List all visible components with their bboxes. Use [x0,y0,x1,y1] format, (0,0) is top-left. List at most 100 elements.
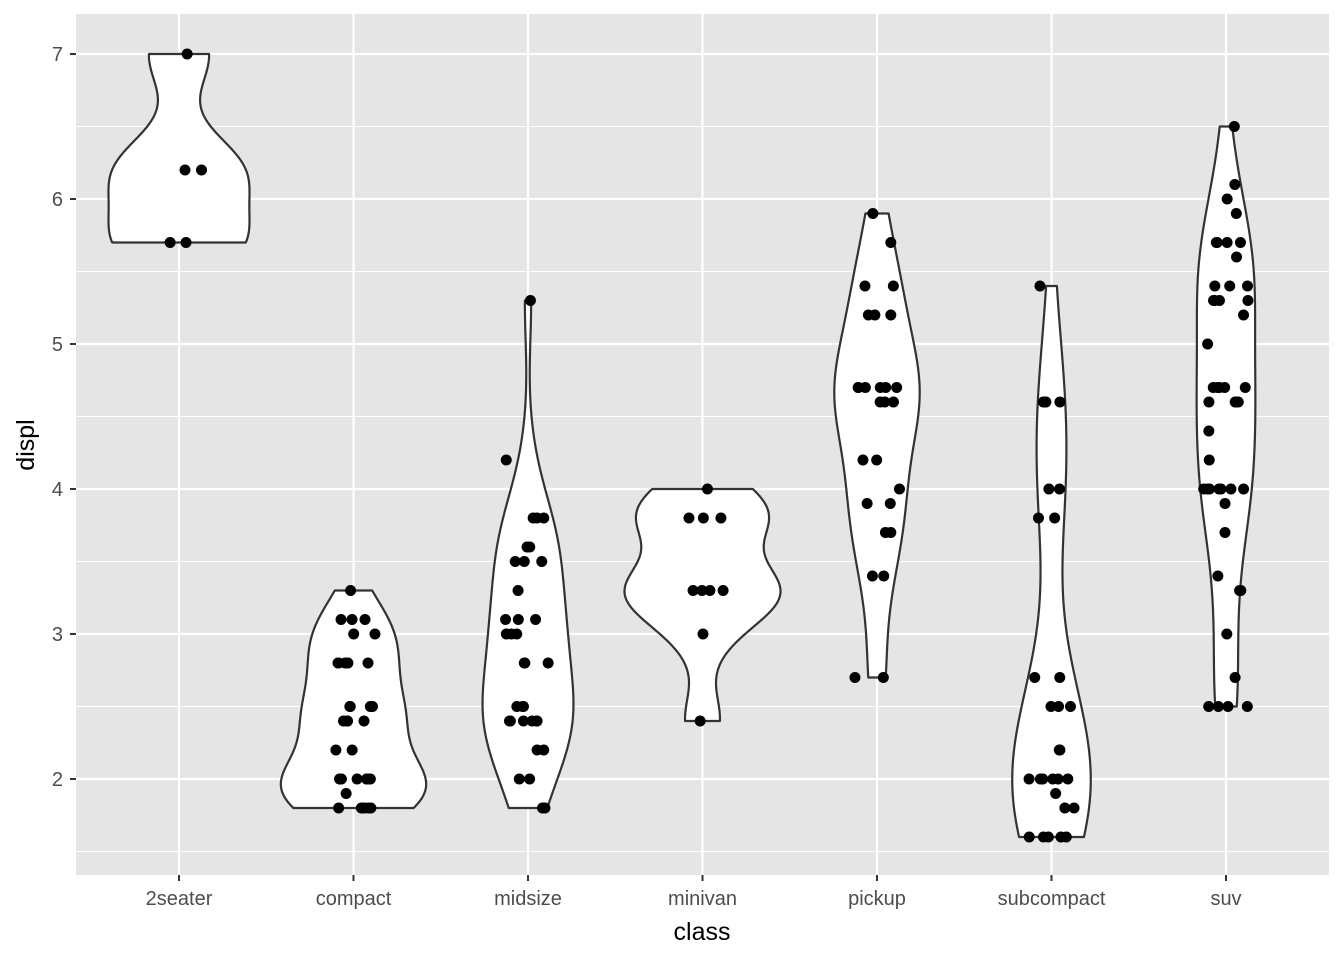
x-tick-label: minivan [668,888,737,910]
data-point-suv [1209,295,1221,306]
data-point-pickup [859,280,871,292]
data-point-subcompact [1043,483,1055,495]
data-point-suv [1238,309,1250,321]
data-point-suv [1202,338,1214,350]
data-point-compact [335,614,347,625]
data-point-subcompact [1052,773,1064,785]
data-point-pickup [893,483,905,495]
violin-2seater [107,52,251,244]
data-point-compact [369,628,381,640]
data-point-midsize [536,802,548,814]
data-point-pickup [877,672,889,683]
data-point-2seater [179,164,191,176]
data-point-suv [1215,483,1227,495]
violin-minivan [623,487,782,723]
data-point-suv [1230,208,1242,219]
data-point-compact [363,773,375,785]
violins-layer [107,52,1257,839]
data-point-pickup [880,382,892,393]
data-point-suv [1222,701,1234,712]
data-point-compact [333,802,345,814]
y-tick-label: 7 [52,44,63,66]
data-point-compact [364,701,376,712]
data-point-suv [1228,121,1240,132]
data-point-subcompact [1040,396,1052,408]
data-point-suv [1241,701,1253,712]
data-point-pickup [879,396,891,408]
data-point-suv [1203,454,1215,466]
data-point-subcompact [1023,773,1035,785]
data-point-suv [1224,280,1236,292]
x-axis-title: class [674,918,731,946]
data-point-pickup [857,454,869,466]
data-point-subcompact [1054,672,1066,683]
data-point-minivan [697,628,709,640]
data-point-compact [362,657,374,669]
x-tick-label: compact [316,888,392,910]
data-point-pickup [887,280,899,292]
y-tick-label: 3 [52,624,63,646]
data-point-midsize [509,556,521,567]
y-tick-label: 4 [52,479,63,501]
data-point-midsize [524,541,536,553]
data-point-compact [348,628,360,640]
data-point-subcompact [1059,802,1071,814]
data-point-compact [358,715,370,727]
data-point-pickup [879,527,891,538]
data-point-midsize [517,701,529,712]
data-point-compact [344,701,356,712]
data-point-suv [1225,483,1237,495]
data-point-suv [1212,701,1224,712]
data-point-pickup [891,382,903,393]
data-point-compact [330,744,342,756]
data-point-compact [358,802,370,814]
data-point-midsize [503,715,515,727]
data-point-midsize [500,614,512,625]
data-point-subcompact [1034,280,1046,292]
data-point-subcompact [1053,744,1065,756]
data-point-suv [1238,483,1250,495]
data-point-pickup [859,382,871,393]
data-point-midsize [542,657,554,669]
data-point-subcompact [1023,831,1035,843]
y-tick-label: 6 [52,189,63,211]
data-point-compact [359,614,371,625]
data-point-midsize [513,773,525,785]
violin-pickup [833,212,921,679]
x-tick-label: midsize [494,888,562,910]
data-point-midsize [519,657,531,669]
data-point-suv [1203,701,1215,712]
data-point-subcompact [1037,831,1049,843]
points-layer [164,48,1254,843]
data-point-midsize [531,715,543,727]
data-point-minivan [683,512,695,524]
data-point-subcompact [1049,512,1061,524]
data-point-midsize [500,454,512,466]
data-point-pickup [887,396,899,408]
data-point-subcompact [1068,802,1080,814]
data-point-midsize [530,614,542,625]
data-point-suv [1234,237,1246,248]
data-point-minivan [704,585,716,596]
violin-midsize [481,299,575,810]
data-point-subcompact [1029,672,1041,683]
data-point-compact [342,715,354,727]
violin-suv [1195,125,1257,708]
data-point-minivan [717,585,729,596]
data-point-suv [1229,179,1241,190]
data-point-subcompact [1032,512,1044,524]
data-point-pickup [867,208,879,219]
data-point-minivan [694,715,706,727]
x-tick-label: subcompact [998,888,1106,910]
data-point-midsize [531,512,543,524]
data-point-suv [1212,382,1224,393]
data-point-midsize [524,295,536,306]
data-point-pickup [871,454,883,466]
data-point-suv [1203,425,1215,437]
data-point-subcompact [1053,701,1065,712]
data-point-pickup [878,570,890,582]
y-tick-label: 2 [52,769,63,791]
data-point-subcompact [1054,483,1065,495]
axes-layer: 2 3 4 5 6 7 2seater compact midsize minivan pickup… [52,44,1242,910]
data-point-compact [346,744,358,756]
